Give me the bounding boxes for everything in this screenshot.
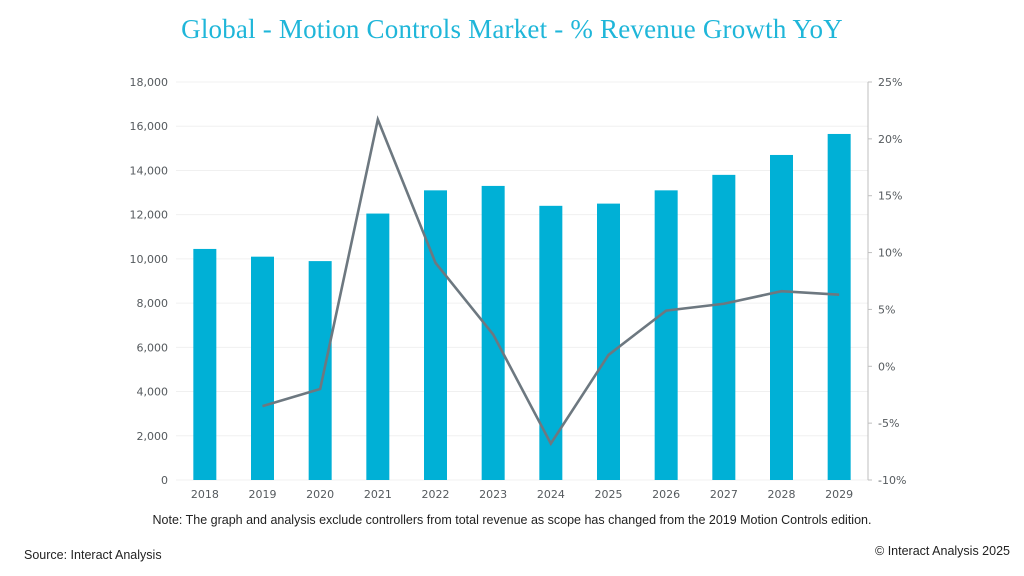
x-tick-label: 2028 xyxy=(768,488,796,501)
bar-2024 xyxy=(539,205,563,481)
source-label: Source: Interact Analysis xyxy=(24,548,162,562)
growth-line-series xyxy=(262,115,840,447)
left-tick-label: 16,000 xyxy=(130,120,169,133)
right-tick-label: 10% xyxy=(878,247,902,260)
bar-2028 xyxy=(770,154,793,480)
x-tick-label: 2025 xyxy=(595,488,623,501)
bar-2026 xyxy=(654,190,678,480)
copyright-label: © Interact Analysis 2025 xyxy=(875,544,1010,558)
bar-2018 xyxy=(193,248,217,480)
right-tick-label: 0% xyxy=(878,360,895,373)
bar-2025 xyxy=(597,203,620,480)
right-tick-label: -10% xyxy=(878,474,906,487)
bar-series xyxy=(193,133,851,481)
left-axis: 0 2,000 4,000 6,000 8,000 10,000 12,000 14,000 1… xyxy=(130,76,169,487)
x-tick-label: 2019 xyxy=(249,488,277,501)
bar-2021 xyxy=(366,213,390,481)
left-tick-label: 14,000 xyxy=(130,164,169,177)
x-tick-label: 2018 xyxy=(191,488,219,501)
x-tick-label: 2020 xyxy=(306,488,334,501)
left-tick-label: 10,000 xyxy=(130,253,169,266)
x-tick-label: 2024 xyxy=(537,488,565,501)
right-tick-label: -5% xyxy=(878,417,899,430)
x-tick-label: 2023 xyxy=(479,488,507,501)
x-tick-label: 2027 xyxy=(710,488,738,501)
right-tick-label: 25% xyxy=(878,76,902,89)
left-tick-label: 0 xyxy=(161,474,168,487)
x-tick-label: 2022 xyxy=(422,488,450,501)
bar-2029 xyxy=(827,133,851,480)
x-tick-label: 2026 xyxy=(652,488,680,501)
left-tick-label: 8,000 xyxy=(137,297,169,310)
right-axis: -10% -5% 0% 5% 10% 15% 20% 25% xyxy=(867,76,906,487)
left-tick-label: 12,000 xyxy=(130,209,169,222)
left-tick-label: 6,000 xyxy=(137,341,169,354)
chart-title: Global - Motion Controls Market - % Reve… xyxy=(181,14,843,44)
x-tick-label: 2029 xyxy=(825,488,853,501)
x-axis: 2018 2019 2020 2021 2022 2023 2024 2025 2026 2027… xyxy=(191,488,853,501)
left-tick-label: 2,000 xyxy=(137,430,169,443)
chart-note: Note: The graph and analysis exclude con… xyxy=(152,513,872,527)
right-tick-label: 15% xyxy=(878,190,902,203)
left-tick-label: 18,000 xyxy=(130,76,169,89)
x-tick-label: 2021 xyxy=(364,488,392,501)
left-tick-label: 4,000 xyxy=(137,386,169,399)
bar-2020 xyxy=(308,261,332,480)
right-tick-label: 20% xyxy=(878,133,902,146)
bar-2019 xyxy=(251,256,274,480)
gridlines xyxy=(176,81,868,481)
bar-2027 xyxy=(712,174,736,480)
right-tick-label: 5% xyxy=(878,303,895,316)
bar-2022 xyxy=(424,190,447,480)
